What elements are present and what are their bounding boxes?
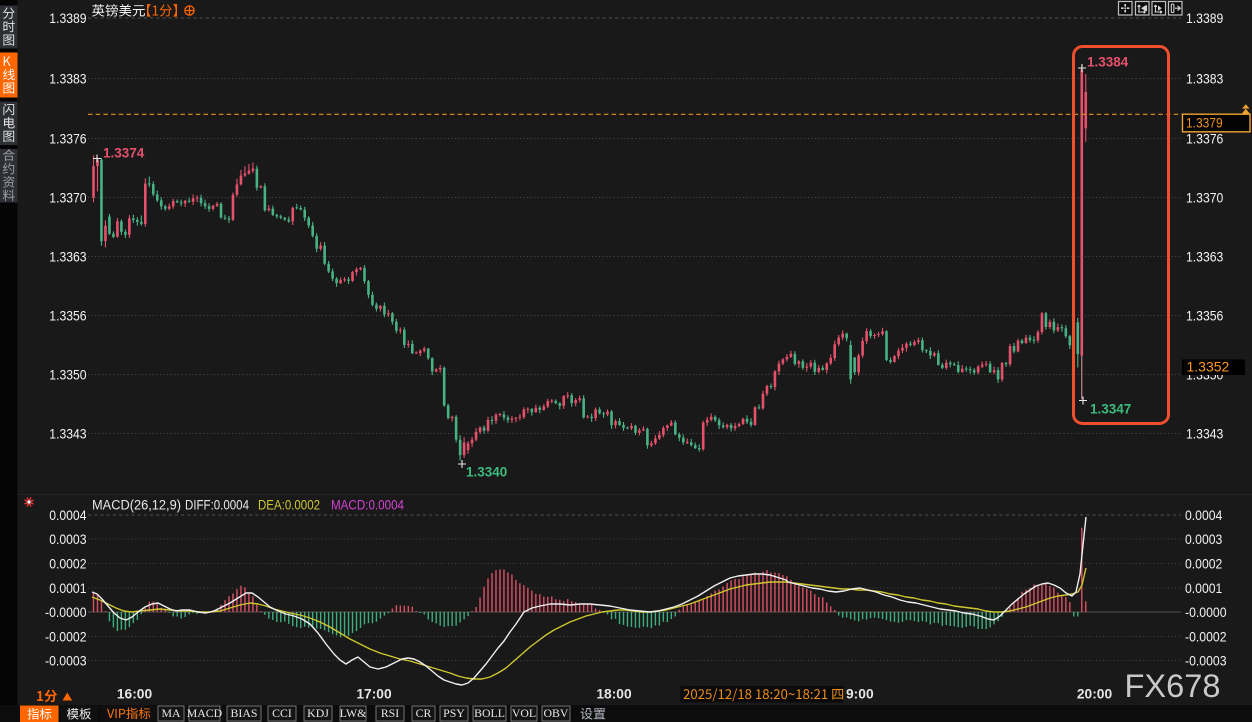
svg-text:1.3384: 1.3384 <box>1087 55 1129 70</box>
svg-text:1.3389: 1.3389 <box>1186 10 1223 26</box>
svg-text:-0.0000: -0.0000 <box>45 604 87 620</box>
svg-text:20:00: 20:00 <box>1077 687 1113 702</box>
svg-text:FX678: FX678 <box>1125 668 1221 704</box>
svg-text:1.3370: 1.3370 <box>1186 190 1223 206</box>
svg-text:1.3343: 1.3343 <box>1186 426 1223 442</box>
svg-text:0.0004: 0.0004 <box>1185 507 1222 523</box>
svg-text:1.3347: 1.3347 <box>1090 402 1131 417</box>
svg-text:16:00: 16:00 <box>117 687 153 702</box>
svg-text:-0.0002: -0.0002 <box>1185 629 1227 645</box>
svg-text:1.3363: 1.3363 <box>49 249 86 265</box>
svg-text:LW&: LW& <box>340 706 367 720</box>
svg-text:1.3376: 1.3376 <box>49 131 86 147</box>
svg-text:1.3363: 1.3363 <box>1186 249 1223 265</box>
svg-text:1.3356: 1.3356 <box>1186 308 1223 324</box>
svg-text:17:00: 17:00 <box>356 687 392 702</box>
svg-text:MA: MA <box>161 706 180 720</box>
svg-text:18:00: 18:00 <box>596 687 632 702</box>
svg-text:0.0002: 0.0002 <box>49 556 86 572</box>
svg-text:PSY: PSY <box>443 706 465 720</box>
svg-text:0.0003: 0.0003 <box>49 531 86 547</box>
svg-text:0.0004: 0.0004 <box>49 507 86 523</box>
svg-text:VOL: VOL <box>512 706 536 720</box>
svg-text:RSI: RSI <box>381 706 399 720</box>
svg-text:DEA:0.0002: DEA:0.0002 <box>258 498 320 513</box>
svg-text:-0.0003: -0.0003 <box>1185 653 1227 669</box>
svg-text:0.0003: 0.0003 <box>1185 531 1222 547</box>
svg-text:1.3370: 1.3370 <box>49 190 86 206</box>
svg-text:DIFF:0.0004: DIFF:0.0004 <box>185 498 249 513</box>
svg-text:BIAS: BIAS <box>231 706 258 720</box>
svg-text:MACD(26,12,9): MACD(26,12,9) <box>92 498 181 513</box>
svg-text:-0.0002: -0.0002 <box>45 629 87 645</box>
svg-text:-0.0000: -0.0000 <box>1185 604 1227 620</box>
svg-text:-0.0003: -0.0003 <box>45 653 87 669</box>
svg-text:CCI: CCI <box>272 706 292 720</box>
svg-text:1.3343: 1.3343 <box>49 426 86 442</box>
svg-text:MACD:0.0004: MACD:0.0004 <box>331 498 404 513</box>
svg-text:1.3376: 1.3376 <box>1186 131 1223 147</box>
svg-text:1.3352: 1.3352 <box>1187 359 1230 375</box>
svg-text:0.0002: 0.0002 <box>1185 556 1222 572</box>
svg-text:KDJ: KDJ <box>307 706 329 720</box>
svg-text:1.3379: 1.3379 <box>1186 116 1223 131</box>
svg-text:1.3383: 1.3383 <box>49 71 86 87</box>
svg-text:1.3383: 1.3383 <box>1186 71 1223 87</box>
svg-text:BOLL: BOLL <box>474 706 505 720</box>
svg-text:1.3389: 1.3389 <box>49 10 86 26</box>
svg-text:1.3350: 1.3350 <box>49 367 86 383</box>
svg-text:1.3340: 1.3340 <box>466 465 507 480</box>
svg-text:1.3374: 1.3374 <box>103 146 145 161</box>
svg-text:0.0001: 0.0001 <box>49 580 86 596</box>
svg-text:0.0001: 0.0001 <box>1185 580 1222 596</box>
svg-text:CR: CR <box>416 706 432 720</box>
svg-text:9:00: 9:00 <box>846 687 874 702</box>
svg-text:OBV: OBV <box>544 706 569 720</box>
svg-text:1.3356: 1.3356 <box>49 308 86 324</box>
svg-text:MACD: MACD <box>187 706 223 720</box>
